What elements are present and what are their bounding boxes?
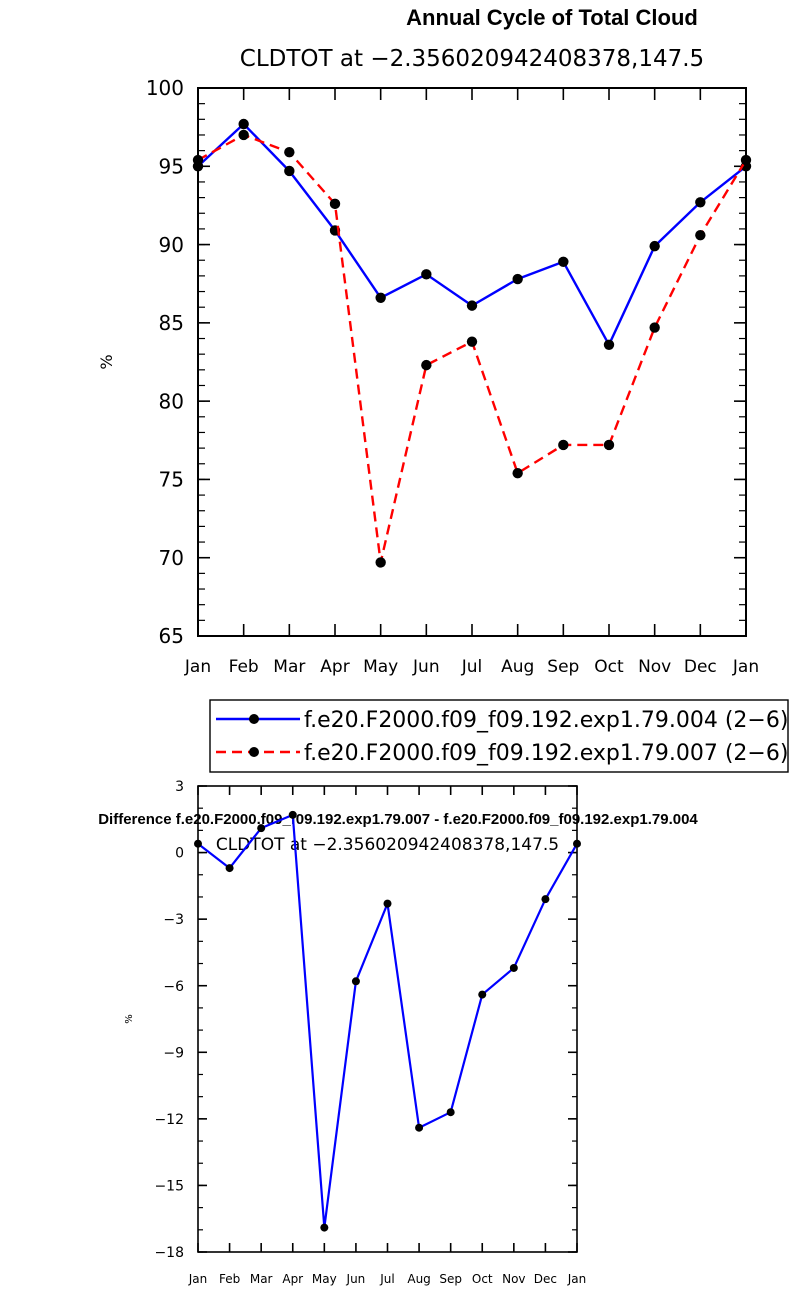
chart2-series-1-point: [541, 895, 550, 904]
chart2-ytick-label: 3: [175, 779, 184, 795]
chart1-series-1-point: [558, 256, 569, 267]
chart2-xtick-label-jan: Jan: [188, 1272, 208, 1286]
chart2-series-1-point: [257, 824, 266, 833]
chart1-series-2-line: [197, 133, 748, 564]
chart2-subtitle: CLDTOT at −2.356020942408378,147.5: [216, 835, 559, 855]
chart2-xtick-label-sep: Sep: [439, 1272, 462, 1286]
chart2-xtick-label-apr: Apr: [282, 1272, 303, 1286]
chart2-series-1-point: [288, 810, 297, 819]
chart1-series-1-point: [649, 240, 660, 252]
chart2-ytick-label: −12: [154, 1112, 184, 1128]
chart1-series-2-point: [421, 359, 432, 371]
chart1-xtick-label-jan: Jan: [732, 657, 759, 677]
chart1-xtick-label-sep: Sep: [547, 657, 579, 677]
chart2-xtick-label-oct: Oct: [472, 1272, 493, 1286]
chart1-series-1-line: [197, 122, 747, 346]
chart1-ytick-label: 90: [159, 233, 184, 257]
chart1-xtick-label-mar: Mar: [273, 657, 305, 677]
chart1-legend-label-2: f.e20.F2000.f09_f09.192.exp1.79.007 (2−6…: [304, 741, 788, 766]
chart2-ytick-label: −9: [163, 1045, 184, 1061]
chart1-series-2-point: [512, 467, 523, 479]
chart1-ytick-label: 70: [159, 546, 184, 570]
chart1-series-1-point: [603, 339, 615, 350]
chart2-xtick-label-may: May: [312, 1272, 337, 1286]
chart1-ytick-label: 100: [146, 76, 184, 100]
chart2-ytick-label: −18: [154, 1245, 184, 1261]
chart1-series-1-point: [421, 269, 432, 280]
chart1-series-2-point: [740, 154, 752, 166]
chart1-xtick-label-oct: Oct: [594, 657, 624, 677]
chart1-series-2-point: [375, 557, 386, 568]
chart1-series-2-point: [192, 154, 204, 166]
chart1-series-1-point: [375, 292, 386, 304]
chart2-xtick-label-jan: Jan: [567, 1272, 587, 1286]
chart1-xtick-label-dec: Dec: [684, 657, 717, 677]
chart2-xtick-label-mar: Mar: [250, 1272, 273, 1286]
chart1-frame: [197, 87, 747, 637]
chart1-legend-marker-1: [249, 714, 259, 724]
chart1-legend-marker-2: [249, 747, 259, 757]
chart1-ylabel: %: [97, 354, 116, 369]
chart2-ytick-label: −6: [163, 979, 184, 995]
chart1-series-2-point: [329, 198, 341, 210]
chart2-series-1-line: [197, 813, 578, 1229]
chart1-series-1-point: [284, 165, 295, 177]
chart2-xtick-label-jun: Jun: [346, 1272, 366, 1286]
chart2-frame: [197, 785, 578, 1253]
chart1-series-1-point: [695, 197, 706, 208]
chart1-series-2-point: [649, 322, 660, 333]
chart2-series-1-point: [415, 1123, 424, 1132]
chart2-xtick-label-dec: Dec: [534, 1272, 557, 1286]
chart1-xtick-label-apr: Apr: [320, 657, 349, 677]
chart1-xtick-label-jan: Jan: [184, 657, 211, 677]
chart1-xtick-label-nov: Nov: [638, 657, 671, 677]
chart2-series-1-point: [446, 1108, 455, 1117]
chart2-xtick-label-aug: Aug: [407, 1272, 430, 1286]
chart1-ytick-label: 65: [159, 624, 184, 648]
chart1-title: Annual Cycle of Total Cloud: [406, 5, 698, 30]
chart1-series-1-point: [512, 273, 523, 285]
chart2-ytick-label: −15: [154, 1178, 184, 1194]
chart1-series-2-point: [558, 439, 569, 451]
chart2-ytick-label: 0: [175, 846, 184, 862]
chart1-series-1-point: [238, 118, 249, 130]
chart1-ytick-label: 95: [159, 154, 184, 178]
chart2-series-1-point: [194, 839, 202, 848]
chart2-xtick-label-feb: Feb: [219, 1272, 240, 1286]
chart1-series-2-point: [603, 439, 615, 451]
chart2-ytick-label: −3: [163, 912, 184, 928]
chart1-series-1-point: [466, 300, 478, 311]
chart1-xtick-label-aug: Aug: [501, 657, 534, 677]
chart2-series-1-point: [351, 977, 360, 986]
chart2-xtick-label-jul: Jul: [379, 1272, 394, 1286]
chart1-series-2-point: [284, 146, 295, 158]
chart1-series-2-point: [695, 229, 706, 241]
chart2-xtick-label-nov: Nov: [502, 1272, 525, 1286]
chart1-subtitle: CLDTOT at −2.356020942408378,147.5: [240, 46, 704, 72]
chart1-xtick-label-jul: Jul: [461, 657, 483, 677]
chart1-xtick-label-feb: Feb: [229, 657, 259, 677]
chart2-series-1-point: [225, 864, 234, 873]
chart1-legend-label-1: f.e20.F2000.f09_f09.192.exp1.79.004 (2−6…: [304, 708, 788, 733]
chart1-xtick-label-may: May: [363, 657, 398, 677]
chart2-series-1-point: [478, 990, 487, 999]
chart2-title: Difference f.e20.F2000.f09_f09.192.exp1.…: [98, 811, 698, 828]
chart1-xtick-label-jun: Jun: [412, 657, 440, 677]
chart2-series-1-point: [383, 899, 392, 908]
chart2-series-1-point: [509, 963, 518, 972]
chart1-ytick-label: 75: [159, 468, 184, 492]
chart2-series-1-point: [573, 839, 581, 848]
chart1-series-2-point: [238, 129, 249, 141]
chart1-legend-box: [209, 699, 789, 773]
chart1-ytick-label: 85: [159, 311, 184, 335]
chart2-ylabel: %: [124, 1014, 135, 1024]
chart1-series-2-point: [466, 336, 478, 347]
chart2-series-1-point: [320, 1223, 329, 1232]
chart1-ytick-label: 80: [159, 389, 184, 413]
